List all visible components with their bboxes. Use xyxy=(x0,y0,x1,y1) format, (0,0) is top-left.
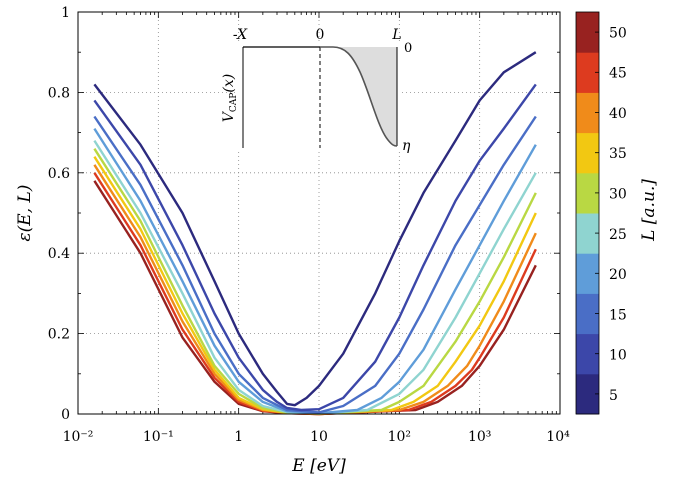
inset-shaded-region xyxy=(320,47,397,146)
colorbar-segment xyxy=(576,333,599,375)
colorbar-tick-label: 50 xyxy=(609,25,627,41)
y-tick-labels: 0 0.2 0.4 0.6 0.8 1 xyxy=(48,5,70,423)
y-tick-label: 0.2 xyxy=(48,327,70,343)
y-tick-label: 0.8 xyxy=(48,85,70,101)
series-line-L20 xyxy=(93,127,537,415)
y-tick-label: 0.4 xyxy=(48,246,70,262)
x-tick-labels: 10⁻² 10⁻¹ 1 10 10² 10³ 10⁴ xyxy=(63,429,571,445)
colorbar-label: L [a.u.] xyxy=(639,179,659,242)
y-tick-label: 0 xyxy=(61,407,70,423)
colorbar-tick-label: 45 xyxy=(609,66,627,82)
inset-ylabel: VCAP(x) xyxy=(221,74,239,122)
inset-label-right-zero: 0 xyxy=(404,41,412,56)
y-tick-label: 1 xyxy=(61,5,70,21)
colorbar-tick-labels: 5 10 15 20 25 30 35 40 45 50 xyxy=(609,25,627,404)
x-axis-label: E [eV] xyxy=(291,456,346,476)
colorbar-tick-label: 35 xyxy=(609,146,627,162)
series-line-L10 xyxy=(93,83,537,412)
colorbar-segment xyxy=(576,213,599,254)
colorbar-tick-label: 40 xyxy=(609,106,627,122)
inset-label-neg-x: -X xyxy=(233,27,248,43)
inset-label-eta: η xyxy=(402,138,411,154)
series-line-L15 xyxy=(93,115,537,414)
colorbar-segment xyxy=(576,12,599,53)
colorbar-segment xyxy=(576,92,599,134)
plot-border xyxy=(77,11,561,415)
colorbar xyxy=(575,11,600,415)
colorbar-tick-label: 20 xyxy=(609,267,627,283)
colorbar-segment xyxy=(576,293,599,335)
colorbar-segment xyxy=(576,373,599,415)
colorbar-border xyxy=(575,11,600,415)
x-tick-label: 10 xyxy=(310,429,328,445)
colorbar-tick-label: 15 xyxy=(609,307,627,323)
inset-label-L: L xyxy=(391,27,401,43)
inset-label-zero: 0 xyxy=(316,27,325,43)
colorbar-tick-label: 25 xyxy=(609,227,627,243)
x-tick-label: 10⁻² xyxy=(63,429,94,445)
inset-cap-curve xyxy=(320,46,398,147)
x-tick-label: 10⁴ xyxy=(546,429,570,445)
x-tick-label: 10² xyxy=(388,429,411,445)
x-tick-label: 10³ xyxy=(468,429,491,445)
colorbar-segment xyxy=(576,52,599,93)
x-tick-label: 1 xyxy=(234,429,243,445)
colorbar-segment xyxy=(576,172,599,214)
colorbar-segment xyxy=(576,132,599,174)
y-tick-label: 0.6 xyxy=(48,166,70,182)
inset-cap-potential: -X 0 L 0 η VCAP(x) xyxy=(221,27,412,154)
colorbar-tick-label: 5 xyxy=(609,388,618,404)
colorbar-tick-label: 30 xyxy=(609,187,627,203)
colorbar-segment xyxy=(576,253,599,294)
colorbar-tick-label: 10 xyxy=(609,348,627,364)
series-line-L5 xyxy=(93,51,537,407)
y-axis-label: ε(E, L) xyxy=(15,185,35,242)
x-tick-label: 10⁻¹ xyxy=(143,429,174,445)
